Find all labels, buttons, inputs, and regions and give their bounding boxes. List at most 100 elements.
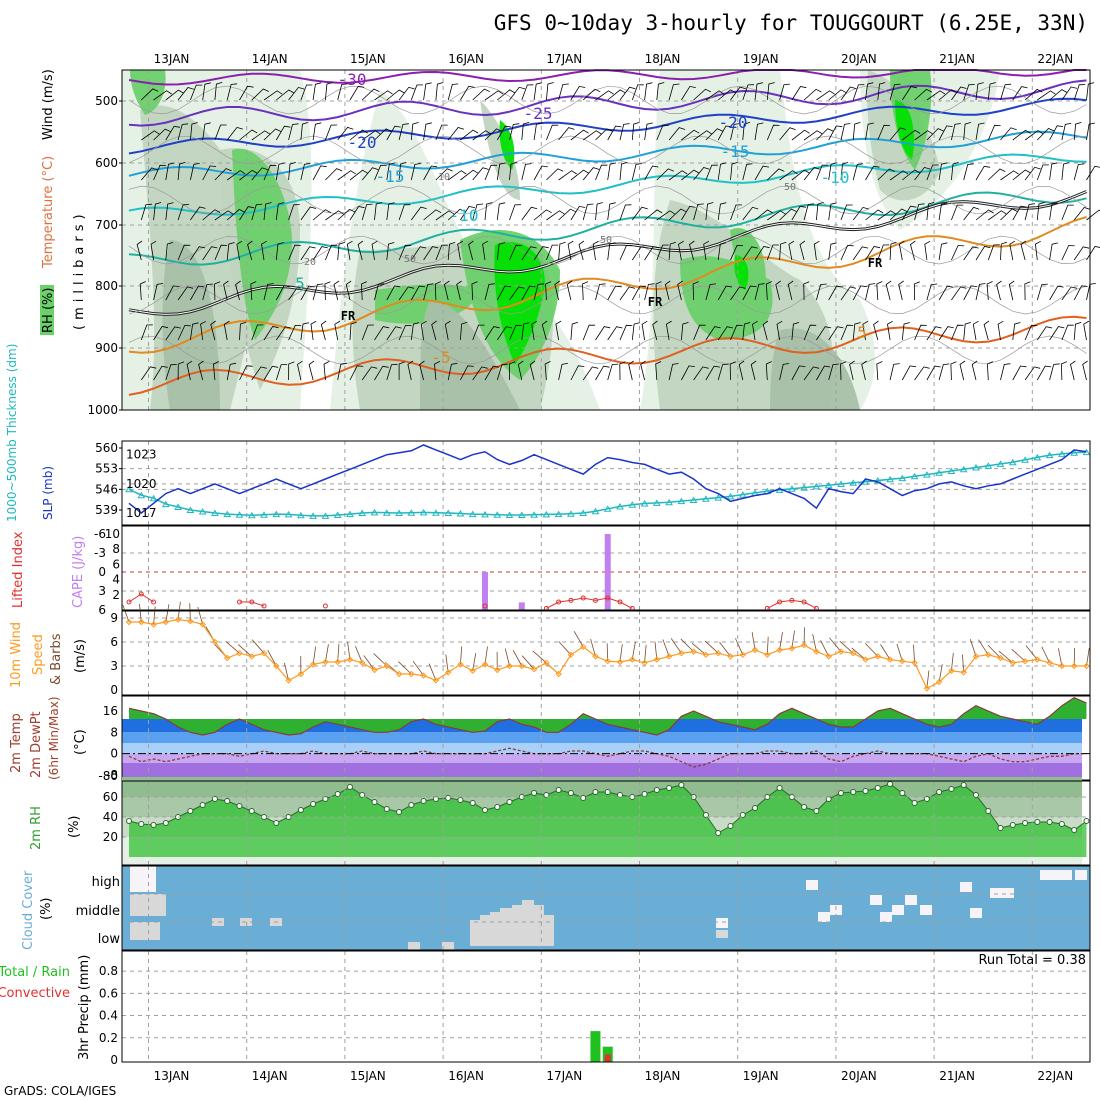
wind-barb: [775, 280, 781, 301]
wind-barb: [275, 242, 284, 261]
wind-barb: [226, 362, 237, 381]
wind-barb: [779, 363, 790, 381]
wind10m-barb: [573, 631, 584, 648]
wind-barb: [717, 326, 733, 341]
wind-barb: [423, 165, 438, 181]
wind-barb: [914, 88, 933, 101]
wind-barb: [533, 165, 548, 181]
wind-barb: [1061, 86, 1078, 101]
wind-barb: [779, 241, 787, 261]
wind-barb: [1037, 128, 1055, 141]
wind-barb: [889, 83, 901, 101]
wind-barb: [889, 363, 900, 381]
wind-barb: [828, 242, 837, 261]
wind-barb: [325, 210, 344, 221]
cloud-block: [716, 930, 728, 938]
contour-label: -10: [821, 168, 850, 187]
cloud-high-block: [880, 912, 892, 922]
wind-barb: [852, 206, 869, 221]
wind-barb: [926, 128, 944, 141]
rh2m-frame: [121, 780, 1091, 866]
wind-barb: [1049, 202, 1058, 221]
thickness-point: [432, 509, 440, 516]
wind-barb: [681, 129, 700, 141]
wind-barb: [791, 86, 807, 101]
wind10m-label-3: & Barbs: [49, 633, 64, 685]
wind-barb: [202, 82, 211, 101]
wind-barb: [656, 244, 669, 261]
rh2m-point: [506, 799, 513, 805]
wind-barb: [1061, 245, 1075, 261]
wind-barb: [214, 281, 221, 301]
wind-barb: [509, 123, 520, 141]
wind-barb: [938, 242, 948, 261]
wind-barb: [214, 168, 232, 181]
wind-barb: [250, 281, 257, 301]
slp-grid: [122, 441, 1090, 525]
wind-barb: [717, 89, 736, 101]
wind-barb: [398, 123, 409, 141]
rh2m-point: [187, 808, 194, 814]
wind-barb: [595, 202, 603, 221]
wind10m-tick-label: 6: [110, 635, 118, 649]
rh-area: [420, 300, 520, 410]
wind-barb: [914, 166, 931, 181]
wind-barb: [1009, 240, 1016, 261]
wind-barb: [374, 202, 383, 221]
wind-barb: [971, 360, 978, 381]
wind-barb: [1024, 281, 1031, 301]
thickness-point: [517, 511, 526, 518]
wind-barb: [190, 163, 200, 181]
thickness-point: [346, 510, 354, 518]
wind-barb: [521, 163, 532, 181]
wind-barb: [988, 210, 1007, 221]
lifted-line: [128, 593, 154, 603]
day-label-top: 20JAN: [841, 52, 877, 66]
wind10m-barb: [1025, 645, 1038, 660]
wind-barb: [361, 167, 379, 181]
wind-barb: [276, 89, 295, 101]
wind-barb: [865, 283, 876, 301]
wind-barb: [877, 210, 897, 221]
li-tick-label: 3: [98, 584, 106, 598]
contour-label: -20: [348, 133, 377, 152]
wind-barb: [410, 285, 426, 301]
wind10m-point: [592, 653, 599, 660]
wind-barb: [644, 165, 659, 181]
wind-barb: [165, 242, 174, 261]
temp2m-label-2: 2m DewPt: [29, 711, 44, 778]
wind10m-marks: [122, 601, 1090, 692]
wind-barb: [275, 285, 290, 301]
temp2m-panel: 16 8 0 -8-80 2m Temp 2m DewPt (6hr Min/Max)…: [9, 695, 1091, 783]
thickness-point: [493, 511, 502, 518]
wind-barb: [423, 82, 432, 101]
thickness-point: [272, 510, 281, 518]
wind-barb: [496, 285, 512, 301]
wind-barb: [386, 202, 395, 221]
wind-barb: [975, 82, 984, 101]
wind10m-point: [1009, 659, 1017, 667]
contour-label: -15: [721, 142, 750, 161]
wind10m-point: [665, 653, 673, 660]
cloud-high-block: [716, 918, 728, 928]
rh2m-point: [862, 788, 869, 794]
cloud-low-block: [512, 905, 524, 946]
wind-barb: [595, 283, 606, 301]
thickness-point: [628, 501, 637, 508]
wind-barb: [595, 90, 614, 101]
wind-barb: [533, 209, 552, 221]
contour-label: FR: [648, 295, 663, 309]
lifted-point: [322, 603, 328, 609]
wind-barb: [398, 86, 415, 101]
wind-barb: [765, 281, 772, 301]
wind-barb: [717, 162, 727, 181]
wind-barb: [705, 365, 720, 381]
day-label-bottom: 16JAN: [448, 1069, 484, 1083]
wind-barb: [275, 364, 288, 381]
wind10m-barb: [347, 641, 351, 660]
rh2m-tick-label: 40: [103, 810, 118, 824]
thickness-point: [530, 511, 538, 518]
wind-barb: [275, 162, 285, 181]
rh2m-point: [911, 800, 918, 806]
wind-barb: [177, 87, 194, 101]
